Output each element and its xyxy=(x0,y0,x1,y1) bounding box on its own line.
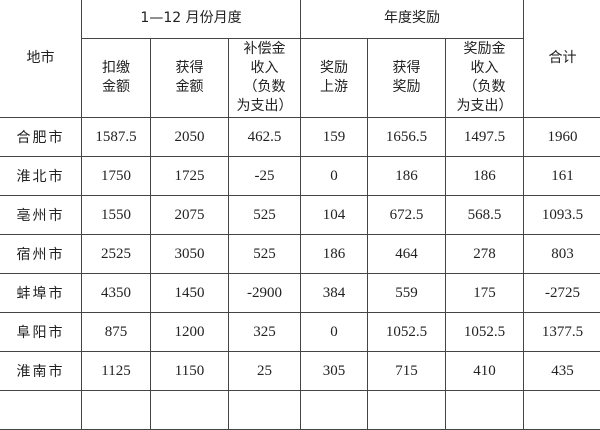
value-cell: 525 xyxy=(227,195,302,235)
empty-cell xyxy=(150,390,229,430)
value-cell: 559 xyxy=(367,273,447,313)
empty-cell xyxy=(227,390,302,430)
header-compensation-income: 补偿金 收入 （负数 为支出） xyxy=(227,38,302,118)
empty-cell xyxy=(0,390,82,430)
table-row-partial xyxy=(0,390,600,430)
value-cell: 1377.5 xyxy=(523,312,600,352)
value-cell: 2525 xyxy=(81,234,151,274)
value-cell: 278 xyxy=(445,234,525,274)
header-city: 地市 xyxy=(0,0,82,118)
city-cell: 阜阳市 xyxy=(0,312,82,352)
value-cell: -25 xyxy=(227,156,302,196)
table-row: 合肥市 1587.5 2050 462.5 159 1656.5 1497.5 1960 xyxy=(0,117,600,157)
value-cell: 186 xyxy=(367,156,447,196)
city-cell: 亳州市 xyxy=(0,195,82,235)
value-cell: -2900 xyxy=(227,273,302,313)
value-cell: 1960 xyxy=(523,117,600,157)
value-cell: 1550 xyxy=(81,195,151,235)
city-cell: 蚌埠市 xyxy=(0,273,82,313)
header-reward-received: 获得 奖励 xyxy=(367,38,447,118)
value-cell: 1052.5 xyxy=(367,312,447,352)
value-cell: 1656.5 xyxy=(367,117,447,157)
value-cell: 568.5 xyxy=(445,195,525,235)
value-cell: 384 xyxy=(300,273,369,313)
value-cell: 186 xyxy=(445,156,525,196)
empty-cell xyxy=(445,390,525,430)
table-row: 亳州市 1550 2075 525 104 672.5 568.5 1093.5 xyxy=(0,195,600,235)
table-row: 淮北市 1750 1725 -25 0 186 186 161 xyxy=(0,156,600,196)
empty-cell xyxy=(523,390,600,430)
city-cell: 合肥市 xyxy=(0,117,82,157)
value-cell: 159 xyxy=(300,117,369,157)
value-cell: 1750 xyxy=(81,156,151,196)
header-group-annual: 年度奖励 xyxy=(300,0,525,39)
value-cell: 1052.5 xyxy=(445,312,525,352)
value-cell: 0 xyxy=(300,312,369,352)
table-row: 淮南市 1125 1150 25 305 715 410 435 xyxy=(0,351,600,391)
value-cell: 1150 xyxy=(150,351,229,391)
table-row: 宿州市 2525 3050 525 186 464 278 803 xyxy=(0,234,600,274)
value-cell: 0 xyxy=(300,156,369,196)
city-cell: 淮南市 xyxy=(0,351,82,391)
header-group-monthly: 1—12 月份月度 xyxy=(80,0,302,39)
value-cell: 435 xyxy=(523,351,600,391)
city-cell: 淮北市 xyxy=(0,156,82,196)
table-row: 蚌埠市 4350 1450 -2900 384 559 175 -2725 xyxy=(0,273,600,313)
value-cell: 803 xyxy=(523,234,600,274)
value-cell: 1093.5 xyxy=(523,195,600,235)
value-cell: 410 xyxy=(445,351,525,391)
value-cell: 1450 xyxy=(150,273,229,313)
value-cell: 3050 xyxy=(150,234,229,274)
header-received: 获得 金额 xyxy=(150,38,229,118)
value-cell: 161 xyxy=(523,156,600,196)
empty-cell xyxy=(300,390,369,430)
value-cell: 462.5 xyxy=(227,117,302,157)
value-cell: 4350 xyxy=(81,273,151,313)
value-cell: 1125 xyxy=(81,351,151,391)
value-cell: -2725 xyxy=(523,273,600,313)
value-cell: 1497.5 xyxy=(445,117,525,157)
value-cell: 875 xyxy=(81,312,151,352)
value-cell: 525 xyxy=(227,234,302,274)
header-total: 合计 xyxy=(523,0,600,118)
value-cell: 186 xyxy=(300,234,369,274)
value-cell: 305 xyxy=(300,351,369,391)
value-cell: 175 xyxy=(445,273,525,313)
empty-cell xyxy=(367,390,447,430)
value-cell: 1200 xyxy=(150,312,229,352)
empty-cell xyxy=(81,390,151,430)
value-cell: 715 xyxy=(367,351,447,391)
value-cell: 104 xyxy=(300,195,369,235)
table-row: 阜阳市 875 1200 325 0 1052.5 1052.5 1377.5 xyxy=(0,312,600,352)
value-cell: 325 xyxy=(227,312,302,352)
value-cell: 2075 xyxy=(150,195,229,235)
value-cell: 1587.5 xyxy=(81,117,151,157)
value-cell: 672.5 xyxy=(367,195,447,235)
value-cell: 25 xyxy=(227,351,302,391)
value-cell: 2050 xyxy=(150,117,229,157)
value-cell: 464 xyxy=(367,234,447,274)
header-reward-income: 奖励金 收入 （负数 为支出） xyxy=(445,38,525,118)
city-cell: 宿州市 xyxy=(0,234,82,274)
value-cell: 1725 xyxy=(150,156,229,196)
header-reward-upstream: 奖励 上游 xyxy=(300,38,369,118)
header-withheld: 扣缴 金额 xyxy=(81,38,151,118)
